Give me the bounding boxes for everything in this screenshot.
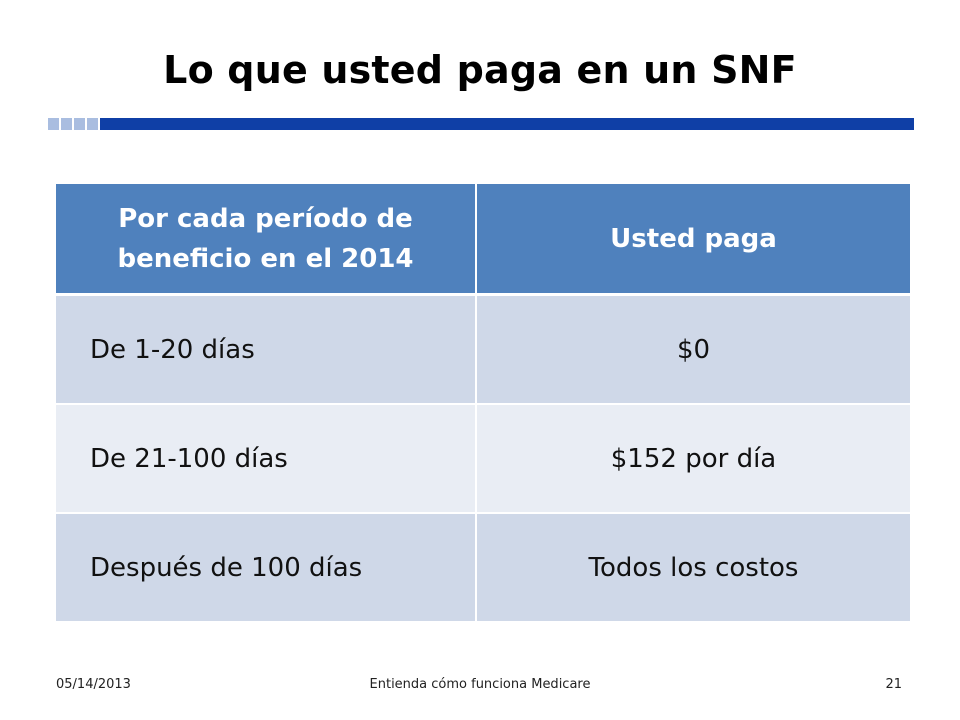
row-period-cell: De 21-100 días	[56, 404, 477, 514]
cost-table: Por cada período de beneficio en el 2014…	[56, 184, 910, 623]
page-number: 21	[885, 677, 902, 692]
cost-table-container: Por cada período de beneficio en el 2014…	[56, 184, 910, 623]
rule-main-bar	[100, 118, 914, 130]
title-rule	[48, 118, 914, 130]
rule-accent-block	[74, 118, 85, 130]
row-period-cell: Después de 100 días	[56, 513, 477, 623]
row-cost-cell: $0	[476, 294, 910, 405]
table-row: De 21-100 días $152 por día	[56, 404, 910, 514]
header-benefit-period: Por cada período de beneficio en el 2014	[56, 184, 477, 296]
rule-accent-block	[61, 118, 72, 130]
footer-date: 05/14/2013	[56, 677, 131, 692]
footer-title: Entienda cómo funciona Medicare	[369, 677, 591, 692]
rule-accent-block	[48, 118, 59, 130]
table-row: De 1-20 días $0	[56, 294, 910, 405]
table-header-row: Por cada período de beneficio en el 2014…	[56, 184, 910, 296]
header-you-pay: Usted paga	[476, 184, 910, 296]
rule-accent-block	[87, 118, 98, 130]
slide-title: Lo que usted paga en un SNF	[163, 48, 797, 92]
table-row: Después de 100 días Todos los costos	[56, 513, 910, 623]
row-cost-cell: Todos los costos	[476, 513, 910, 623]
row-cost-cell: $152 por día	[476, 404, 910, 514]
row-period-cell: De 1-20 días	[56, 294, 477, 405]
